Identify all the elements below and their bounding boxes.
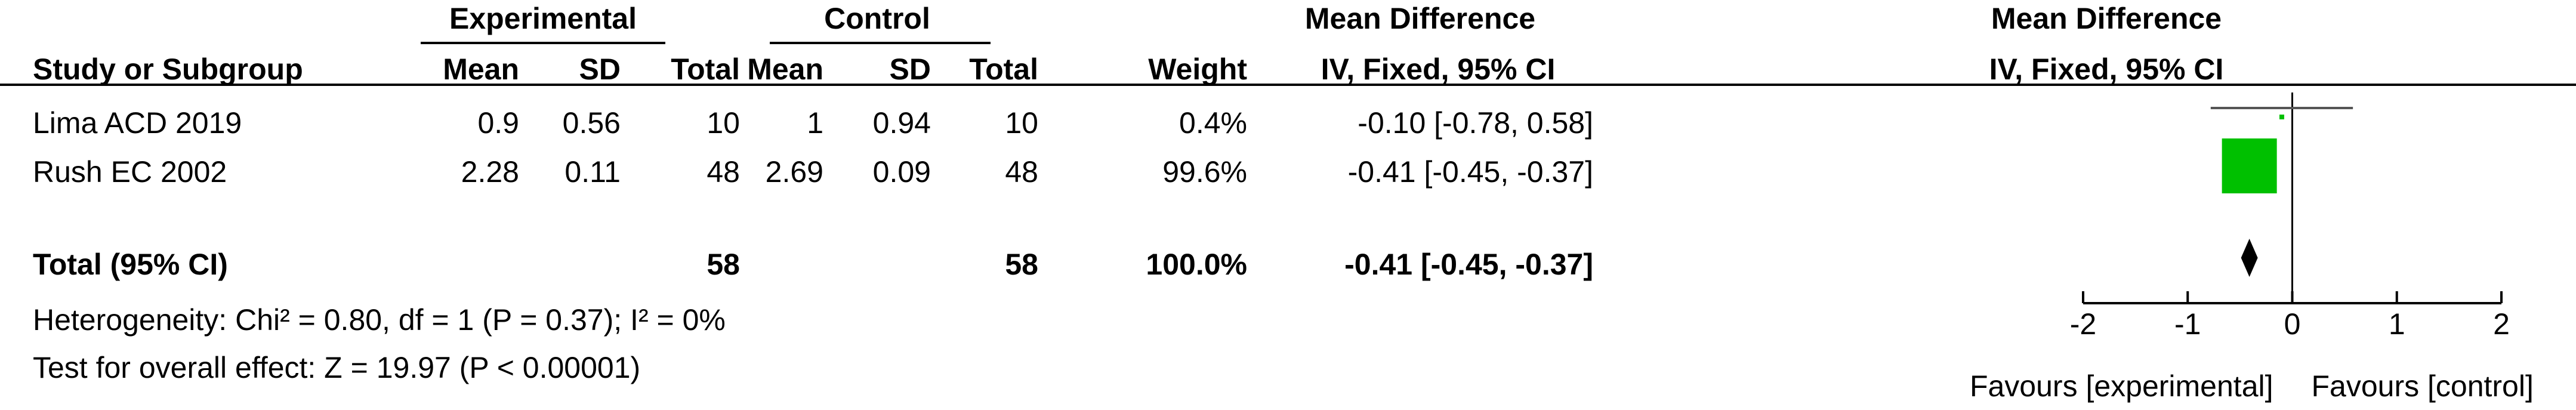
total-md-text: -0.41 [-0.45, -0.37]: [1344, 248, 1593, 281]
col-ctl-total-header: Total: [969, 53, 1038, 86]
total-ctl-total: 58: [1005, 248, 1038, 281]
total-exp-total: 58: [707, 248, 740, 281]
plot-method-header: IV, Fixed, 95% CI: [1989, 53, 2224, 86]
study-weight: 99.6%: [1162, 155, 1247, 189]
header-separator: [0, 84, 2576, 86]
x-tick-label: -1: [2174, 307, 2201, 341]
overall-effect-diamond: [2241, 239, 2258, 277]
study-weight-square: [2279, 115, 2284, 119]
x-tick-label: 2: [2493, 307, 2510, 341]
study-ctl-total: 48: [1005, 155, 1038, 189]
mean-difference-table-header: Mean Difference: [1304, 2, 1536, 35]
mean-difference-plot-header: Mean Difference: [1991, 2, 2222, 35]
col-exp-sd-header: SD: [579, 53, 621, 86]
x-tick-label: 1: [2389, 307, 2405, 341]
col-weight-header: Weight: [1148, 53, 1247, 86]
study-exp-sd: 0.56: [562, 106, 621, 140]
study-name: Rush EC 2002: [33, 155, 227, 189]
favours-left-label: Favours [experimental]: [1970, 369, 2273, 403]
col-exp-total-header: Total: [671, 53, 740, 86]
study-ctl-sd: 0.09: [872, 155, 931, 189]
study-name: Lima ACD 2019: [33, 106, 242, 140]
x-tick-label: -2: [2070, 307, 2096, 341]
x-tick-label: 0: [2284, 307, 2301, 341]
total-weight: 100.0%: [1146, 248, 1247, 281]
control-group-header: Control: [824, 2, 930, 35]
study-exp-sd: 0.11: [564, 155, 621, 189]
col-ctl-mean-header: Mean: [747, 53, 823, 86]
total-label: Total (95% CI): [33, 248, 228, 281]
experimental-group-header: Experimental: [449, 2, 637, 35]
col-study-header: Study or Subgroup: [33, 53, 303, 86]
study-ctl-mean: 1: [807, 106, 823, 140]
study-exp-total: 10: [707, 106, 740, 140]
study-weight: 0.4%: [1179, 106, 1247, 140]
study-weight-square: [2222, 138, 2277, 193]
study-ctl-sd: 0.94: [872, 106, 931, 140]
col-md-header: IV, Fixed, 95% CI: [1321, 53, 1556, 86]
col-ctl-sd-header: SD: [889, 53, 931, 86]
col-exp-mean-header: Mean: [443, 53, 519, 86]
experimental-underline: [421, 42, 665, 44]
study-exp-mean: 2.28: [461, 155, 519, 189]
overall-effect-text: Test for overall effect: Z = 19.97 (P < …: [33, 351, 641, 384]
favours-right-label: Favours [control]: [2312, 369, 2534, 403]
study-md-text: -0.10 [-0.78, 0.58]: [1358, 106, 1593, 140]
study-md-text: -0.41 [-0.45, -0.37]: [1347, 155, 1593, 189]
study-exp-mean: 0.9: [477, 106, 519, 140]
study-ctl-total: 10: [1005, 106, 1038, 140]
control-underline: [770, 42, 991, 44]
heterogeneity-text: Heterogeneity: Chi² = 0.80, df = 1 (P = …: [33, 303, 726, 337]
study-exp-total: 48: [707, 155, 740, 189]
study-ctl-mean: 2.69: [765, 155, 823, 189]
